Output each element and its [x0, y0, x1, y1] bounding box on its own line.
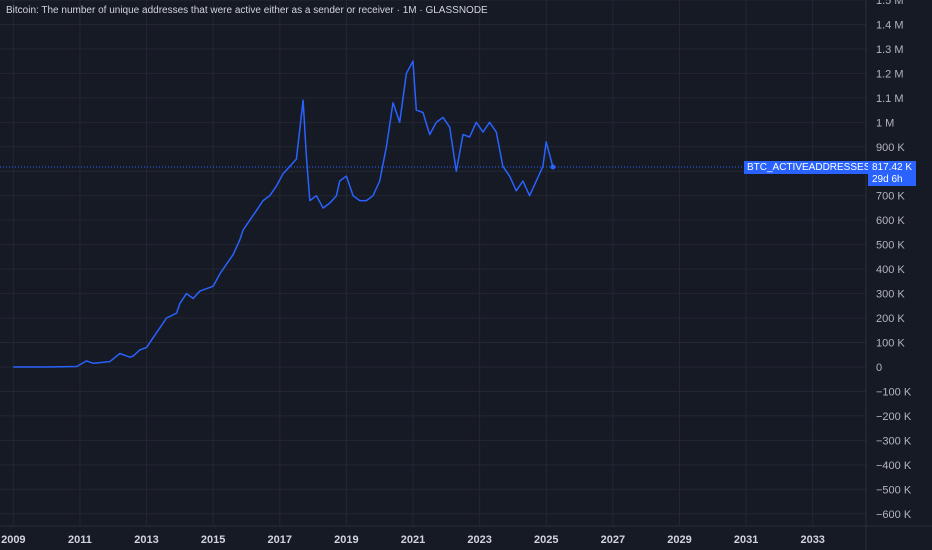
y-tick-label: −400 K — [876, 460, 912, 472]
y-tick-label: 300 K — [876, 289, 905, 301]
y-tick-label: 100 K — [876, 338, 905, 350]
x-tick-label: 2017 — [268, 534, 292, 546]
y-tick-label: −600 K — [876, 509, 912, 521]
y-tick-label: 700 K — [876, 191, 905, 203]
y-tick-label: 400 K — [876, 264, 905, 276]
y-tick-label: 0 — [876, 362, 882, 374]
x-tick-label: 2009 — [1, 534, 25, 546]
last-point-marker — [550, 164, 556, 170]
x-axis-ticks: 2009 2011 2013 2015 2017 2019 2021 2023 2025 2027… — [1, 534, 825, 546]
y-tick-label: 1.1 M — [876, 93, 904, 105]
x-tick-label: 2025 — [534, 534, 558, 546]
x-tick-label: 2029 — [667, 534, 691, 546]
x-tick-label: 2019 — [334, 534, 358, 546]
series-name-badge: BTC_ACTIVEADDRESSES — [744, 161, 874, 174]
series-line — [13, 60, 554, 368]
x-tick-label: 2031 — [734, 534, 758, 546]
last-value-text: 817.42 K — [872, 162, 913, 173]
x-tick-label: 2021 — [401, 534, 425, 546]
grid-lines — [0, 0, 866, 526]
y-tick-label: 600 K — [876, 215, 905, 227]
y-tick-label: 1.3 M — [876, 44, 904, 56]
series-area — [0, 60, 866, 368]
y-tick-label: 1.5 M — [876, 0, 904, 7]
last-value-badge: 817.42 K 29d 6h — [868, 161, 916, 186]
x-tick-label: 2013 — [134, 534, 158, 546]
x-tick-label: 2011 — [68, 534, 92, 546]
y-tick-label: 1.2 M — [876, 68, 904, 80]
y-tick-label: 1.4 M — [876, 19, 904, 31]
y-tick-label: 200 K — [876, 313, 905, 325]
chart-title: Bitcoin: The number of unique addresses … — [6, 5, 488, 16]
y-tick-label: −100 K — [876, 386, 912, 398]
y-tick-label: −300 K — [876, 435, 912, 447]
x-tick-label: 2023 — [467, 534, 491, 546]
y-tick-label: 900 K — [876, 142, 905, 154]
y-tick-label: 500 K — [876, 240, 905, 252]
y-tick-label: −200 K — [876, 411, 912, 423]
y-tick-label: −500 K — [876, 484, 912, 496]
x-tick-label: 2027 — [601, 534, 625, 546]
x-tick-label: 2033 — [800, 534, 824, 546]
bar-countdown-text: 29d 6h — [872, 173, 903, 185]
x-tick-label: 2015 — [201, 534, 225, 546]
y-tick-label: 1 M — [876, 117, 894, 129]
